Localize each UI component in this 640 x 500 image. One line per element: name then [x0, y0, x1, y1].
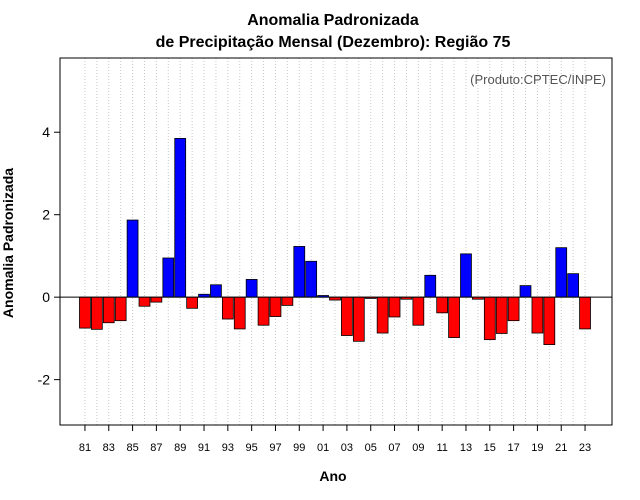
x-tick-label: 99 [293, 442, 305, 454]
bar-99 [293, 246, 306, 298]
bar-98 [281, 296, 294, 306]
y-tick-label: 4 [42, 124, 50, 140]
bar-93 [221, 296, 234, 320]
bar-89 [174, 138, 187, 298]
bar-15 [483, 296, 496, 341]
bar-85 [126, 219, 139, 298]
bar-13 [460, 253, 472, 298]
bar-97 [269, 296, 282, 317]
bar-03 [341, 296, 353, 336]
x-tick-label: 81 [79, 442, 91, 454]
bar-07 [388, 296, 401, 318]
x-tick-label: 07 [388, 442, 400, 454]
bar-81 [79, 296, 91, 329]
x-tick-label: 89 [174, 442, 186, 454]
bar-90 [186, 296, 198, 309]
bar-19 [531, 296, 544, 334]
plot-area: -2 0 2 4 81 83 85 87 89 91 93 95 97 99 01 03 05 07 09 11 13 1… [38, 57, 613, 454]
x-tick-label: 09 [412, 442, 424, 454]
bar-16 [495, 296, 508, 334]
x-tick-label: 17 [507, 442, 519, 454]
bar-09 [412, 296, 425, 326]
bar-88 [162, 257, 175, 298]
bar-84 [114, 296, 127, 322]
y-tick-label: -2 [38, 372, 51, 388]
bar-94 [233, 296, 246, 330]
x-tick-label: 83 [103, 442, 115, 454]
bar-10 [424, 274, 437, 298]
bar-04 [352, 296, 365, 342]
x-tick-label: 97 [269, 442, 281, 454]
bar-86 [138, 296, 151, 307]
x-tick-label: 91 [198, 442, 210, 454]
y-axis-label: Anomalia Padronizada [0, 168, 16, 318]
x-tick-label: 03 [341, 442, 353, 454]
y-tick-label: 0 [42, 289, 50, 305]
bar-20 [543, 296, 556, 345]
x-tick-label: 93 [222, 442, 234, 454]
x-tick-label: 19 [531, 442, 543, 454]
x-tick-label: 21 [555, 442, 567, 454]
bar-22 [567, 273, 579, 298]
x-tick-label: 01 [317, 442, 329, 454]
bar-00 [305, 260, 318, 298]
bar-18 [519, 285, 532, 298]
x-tick-label: 13 [460, 442, 472, 454]
chart-subtitle: de Precipitação Mensal (Dezembro): Regiã… [156, 34, 511, 51]
x-tick-label: 15 [484, 442, 496, 454]
x-tick-label: 11 [436, 442, 447, 454]
bar-87 [150, 296, 163, 303]
x-tick-label: 05 [365, 442, 377, 454]
bar-21 [555, 247, 568, 298]
bar-12 [448, 296, 460, 338]
bar-23 [579, 296, 591, 330]
bar-17 [507, 296, 520, 322]
plot-border [59, 57, 613, 426]
x-tick-label: 85 [126, 442, 138, 454]
bar-82 [91, 296, 103, 330]
bar-96 [257, 296, 270, 326]
x-tick-label: 95 [246, 442, 258, 454]
credit-text: (Produto:CPTEC/INPE) [470, 72, 606, 87]
y-tick-label: 2 [42, 207, 50, 223]
bar-95 [245, 279, 258, 298]
bar-06 [376, 296, 389, 334]
x-axis-label: Ano [319, 468, 346, 484]
bar-83 [102, 296, 115, 324]
x-tick-label: 87 [150, 442, 162, 454]
x-tick-label: 23 [579, 442, 591, 454]
bar-11 [436, 296, 449, 314]
bar-92 [210, 284, 222, 298]
chart-title: Anomalia Padronizada [247, 12, 419, 29]
